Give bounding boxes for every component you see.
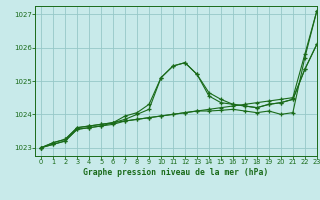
X-axis label: Graphe pression niveau de la mer (hPa): Graphe pression niveau de la mer (hPa) bbox=[84, 168, 268, 177]
